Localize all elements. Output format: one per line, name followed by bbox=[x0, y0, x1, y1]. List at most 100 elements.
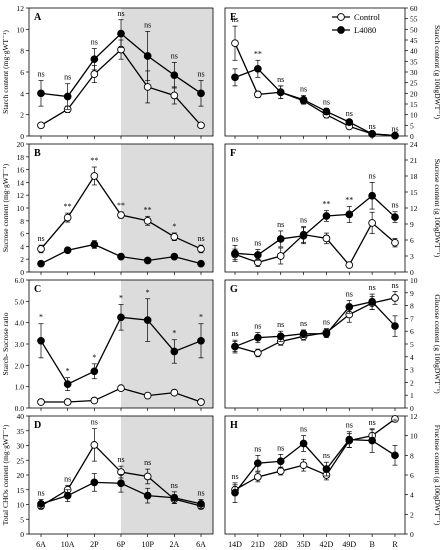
panel-c-significance-label: * bbox=[66, 367, 70, 376]
panel-g-control-point bbox=[254, 349, 262, 357]
panel-b-significance-label: ns bbox=[37, 234, 44, 243]
panel-f-control-point bbox=[345, 261, 354, 269]
panel-c-l4080-point bbox=[63, 380, 72, 388]
panel-e-y-tick-label: 45 bbox=[410, 36, 418, 45]
panel-g-y-tick-label: 3 bbox=[410, 366, 414, 375]
panel-a-significance-label: ns bbox=[37, 70, 44, 79]
panel-g-y-axis-title: Glucose content (g 100gDWT⁻¹) bbox=[433, 294, 442, 394]
panel-a-y-tick-label: 6 bbox=[20, 68, 24, 77]
panel-b-y-tick-label: 18 bbox=[17, 153, 25, 162]
panel-a-y-tick-label: 12 bbox=[17, 4, 25, 13]
panel-f-frame bbox=[224, 143, 406, 273]
panel-g-y-tick-label: 6 bbox=[410, 327, 414, 336]
panel-b-l4080-point bbox=[143, 256, 152, 265]
panel-h-y-tick-label: 8 bbox=[410, 451, 414, 460]
panel-h-l4080-point bbox=[231, 488, 239, 497]
panel-c-l4080-point bbox=[143, 316, 152, 324]
panel-g-control-point bbox=[391, 294, 399, 302]
panel-h-y-tick-label: 0 bbox=[410, 530, 414, 539]
panel-f-y-tick-label: 21 bbox=[410, 156, 418, 165]
panel-b-y-tick-label: 2 bbox=[20, 255, 24, 264]
panel-g-y-tick-label: 1 bbox=[410, 391, 414, 400]
panel-a-l4080-point bbox=[197, 89, 205, 98]
panel-g-y-tick-label: 7 bbox=[410, 314, 414, 323]
panel-b-l4080-point bbox=[37, 259, 45, 268]
panel-c-control-point bbox=[90, 396, 99, 405]
panel-f-y-tick-label: 24 bbox=[410, 140, 418, 149]
panel-g-y-tick-label: 9 bbox=[410, 289, 414, 298]
panel-f-control-point bbox=[322, 234, 331, 243]
panel-h-y-tick-label: 2 bbox=[410, 510, 414, 519]
panel-h-y-tick-label: 6 bbox=[410, 471, 414, 480]
panel-b-significance-label: ** bbox=[144, 205, 152, 214]
panel-c-y-tick-label: 6.0 bbox=[15, 276, 25, 285]
panel-d-l4080-point bbox=[63, 491, 72, 500]
panel-d-y-tick-label: 25 bbox=[17, 456, 25, 465]
panel-a-significance-label: ns bbox=[171, 51, 178, 60]
panel-f-control-point bbox=[276, 252, 285, 260]
panel-a-control-point bbox=[170, 91, 179, 100]
panel-d-l4080-point bbox=[197, 500, 205, 508]
panel-b-significance-label: ** bbox=[90, 156, 98, 165]
panel-e-l4080-point bbox=[231, 73, 239, 82]
panel-c-significance-label: * bbox=[199, 313, 203, 322]
panel-b-control-point bbox=[197, 245, 205, 253]
panel-h-control-line bbox=[234, 418, 396, 491]
panel-f-significance-label: ns bbox=[300, 216, 307, 225]
panel-d-y-tick-label: 35 bbox=[17, 427, 25, 436]
panel-e-y-tick-label: 15 bbox=[410, 100, 418, 109]
panel-b-y-tick-label: 16 bbox=[17, 166, 25, 175]
panel-e-significance-label: ns bbox=[369, 122, 376, 131]
panel-b-significance-label: ** bbox=[117, 201, 125, 210]
panel-e-y-tick-label: 35 bbox=[410, 57, 418, 66]
panel-d-l4080-point bbox=[143, 491, 152, 500]
panel-g-l4080-point bbox=[322, 329, 331, 338]
panel-c-control-point bbox=[197, 398, 205, 406]
panel-g-significance-label: ns bbox=[231, 329, 238, 338]
panel-b-significance-label: * bbox=[172, 222, 176, 231]
panel-e-significance-label: ns bbox=[277, 75, 284, 84]
panel-h-y-tick-label: 12 bbox=[410, 412, 418, 421]
panel-d-x-tick-label: 2A bbox=[169, 540, 179, 549]
panel-d-significance-label: ns bbox=[37, 488, 44, 497]
panel-a-y-tick-label: 0 bbox=[20, 132, 24, 141]
panel-b-l4080-point bbox=[117, 252, 125, 261]
panel-b-significance-label: ** bbox=[64, 202, 72, 211]
panel-e-l4080-point bbox=[299, 95, 308, 104]
legend-l4080-marker bbox=[337, 26, 345, 34]
panel-f-y-tick-label: 3 bbox=[410, 252, 414, 261]
panel-e-y-tick-label: 20 bbox=[410, 89, 418, 98]
panel-b-y-tick-label: 10 bbox=[17, 204, 25, 213]
panel-b-control-point bbox=[90, 172, 99, 180]
panel-d-x-tick-label: 10P bbox=[141, 540, 154, 549]
panel-f-y-tick-label: 12 bbox=[410, 204, 418, 213]
panel-b-y-tick-label: 14 bbox=[17, 178, 25, 187]
panel-c-y-tick-label: 0.0 bbox=[15, 404, 25, 413]
panel-g-significance-label: ns bbox=[323, 318, 330, 327]
panel-a-y-tick-label: 4 bbox=[20, 89, 24, 98]
panel-d-y-tick-label: 10 bbox=[17, 501, 25, 510]
panel-a-y-tick-label: 10 bbox=[17, 25, 25, 34]
panel-h-control-point bbox=[391, 415, 399, 423]
panel-c-control-point bbox=[117, 384, 125, 393]
panel-d-l4080-point bbox=[117, 479, 125, 488]
panel-c-y-tick-label: 2.0 bbox=[15, 361, 25, 370]
panel-c-control-point bbox=[63, 398, 72, 406]
panel-b-y-axis-title: Sucrose content (mg·gWT⁻¹) bbox=[1, 163, 10, 252]
panel-a-l4080-point bbox=[117, 29, 125, 38]
panel-c-significance-label: * bbox=[172, 329, 176, 338]
panel-g-y-tick-label: 10 bbox=[410, 276, 418, 285]
panel-g-l4080-point bbox=[231, 342, 239, 351]
panel-g-l4080-point bbox=[391, 322, 399, 330]
panel-e-l4080-line bbox=[234, 68, 396, 137]
panel-a-significance-label: ns bbox=[144, 20, 151, 29]
panel-d-y-axis-title: Total CHOs content (mg·gWT⁻¹) bbox=[1, 424, 10, 525]
panel-a-l4080-point bbox=[37, 89, 45, 98]
panel-e-l4080-point bbox=[322, 107, 331, 116]
panel-d-significance-label: ns bbox=[171, 481, 178, 490]
panel-f-significance-label: ns bbox=[391, 201, 398, 210]
panel-e-l4080-point bbox=[345, 118, 354, 126]
panel-h-x-tick-label: 35D bbox=[297, 540, 311, 549]
panel-h-x-tick-label: R bbox=[392, 540, 398, 549]
panel-b-significance-label: ns bbox=[197, 234, 204, 243]
